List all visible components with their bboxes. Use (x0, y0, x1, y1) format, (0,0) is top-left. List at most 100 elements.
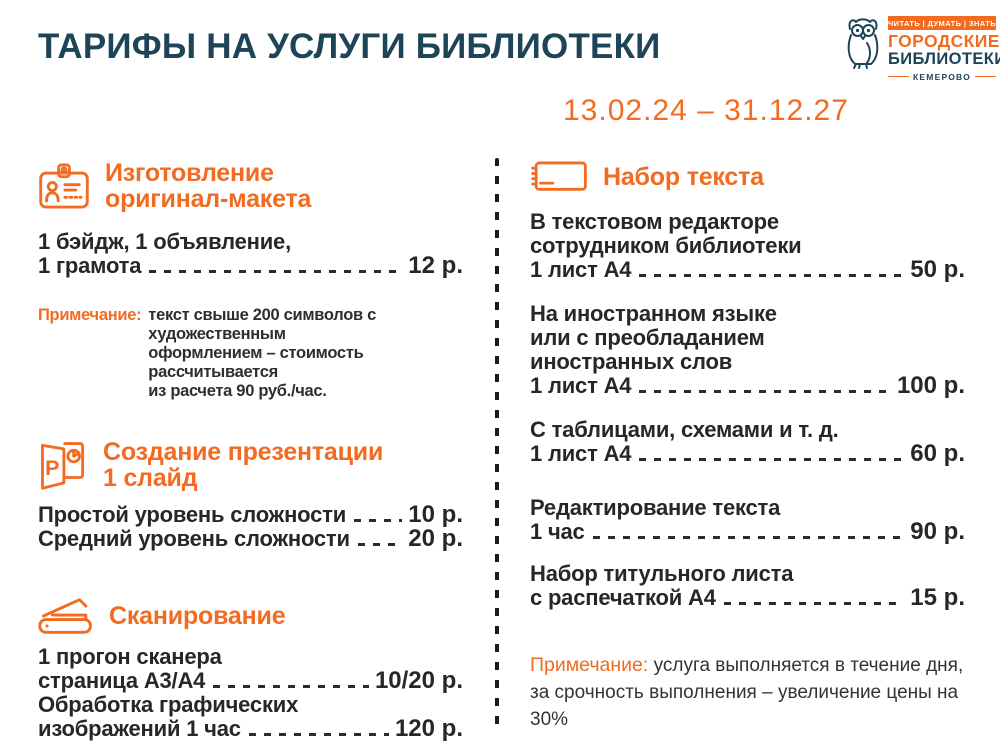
price-row-text: иностранных слов (530, 349, 733, 374)
price-value: 10 р. (408, 501, 463, 528)
price-leader (354, 518, 403, 522)
note-line: оформлением – стоимость рассчитывается (148, 344, 364, 381)
section-presentation-heading: P Создание презентации 1 слайд (38, 437, 463, 493)
price-row: Простой уровень сложности 10 р. (38, 503, 463, 527)
price-row: Средний уровень сложности 20 р. (38, 527, 463, 551)
svg-text:P: P (45, 456, 59, 480)
section-scanning-rows: 1 прогон сканера страница А3/А4 10/20 р.… (38, 645, 463, 741)
price-label: Простой уровень сложности (38, 502, 347, 527)
price-value: 10/20 р. (374, 667, 463, 694)
price-list: Изготовление оригинал-макета 1 бэйдж, 1 … (38, 160, 965, 741)
price-row: С таблицами, схемами и т. д. 1 лист А4 6… (530, 418, 965, 466)
note-line: текст свыше 200 символов с художественны… (148, 306, 377, 343)
section-presentation-rows: Простой уровень сложности 10 р. Средний … (38, 503, 463, 551)
section-title-line: Набор текста (603, 163, 764, 191)
right-column: Набор текста В текстовом редакторе сотру… (530, 160, 965, 741)
page-title: ТАРИФЫ НА УСЛУГИ БИБЛИОТЕКИ (38, 27, 661, 66)
price-leader (639, 389, 891, 393)
price-row: На иностранном языке или с преобладанием… (530, 302, 965, 398)
logo-city-label: КЕМЕРОВО (913, 71, 971, 82)
section-title-line: оригинал-макета (105, 185, 312, 213)
price-row: В текстовом редакторе сотрудником библио… (530, 210, 965, 282)
price-value: 20 р. (408, 525, 463, 552)
presentation-icon: P (41, 442, 85, 490)
section-title-line: Сканирование (109, 602, 286, 630)
price-leader (213, 684, 369, 688)
price-label: 1 грамота (38, 253, 142, 278)
note-label: Примечание: (530, 654, 649, 676)
price-leader (639, 273, 905, 277)
price-value: 90 р. (910, 518, 965, 545)
scanner-icon (38, 598, 92, 634)
section-typing-heading: Набор текста (530, 160, 965, 194)
section-title: Изготовление оригинал-макета (105, 160, 311, 212)
section-title-line: Изготовление (105, 159, 274, 187)
price-value: 60 р. (910, 440, 965, 467)
library-logo: ЧИТАТЬ | ДУМАТЬ | ЗНАТЬ ГОРОДСКИЕ БИБЛИО… (843, 16, 1000, 82)
section-typing-rows: В текстовом редакторе сотрудником библио… (530, 210, 965, 610)
price-row-text: 1 прогон сканера (38, 644, 222, 669)
price-row-text: Редактирование текста (530, 495, 781, 520)
price-label: 1 лист А4 (530, 441, 632, 466)
logo-city: КЕМЕРОВО (888, 71, 997, 82)
price-row-text: С таблицами, схемами и т. д. (530, 417, 839, 442)
section-title: Создание презентации 1 слайд (103, 439, 383, 491)
left-column: Изготовление оригинал-макета 1 бэйдж, 1 … (38, 160, 463, 741)
price-row-text: В текстовом редакторе (530, 209, 779, 234)
price-row-text: Обработка графических (38, 692, 299, 717)
logo-rule-left (888, 75, 910, 78)
id-badge-icon (39, 163, 89, 209)
price-leader (149, 269, 403, 273)
price-row: Редактирование текста 1 час 90 р. (530, 496, 965, 544)
note-line: за срочность выполнения – увеличение цен… (530, 682, 959, 730)
note-line: из расчета 90 руб./час. (148, 382, 327, 400)
price-label: 1 лист А4 (530, 373, 632, 398)
section-title: Набор текста (603, 164, 764, 190)
note-right: Примечание: услуга выполняется в течение… (530, 652, 965, 733)
price-row: Обработка графических изображений 1 час … (38, 693, 463, 741)
price-row-text: или с преобладанием (530, 325, 765, 350)
note-line-text: услуга выполняется в течение дня, (653, 655, 964, 676)
price-row-text: 1 бэйдж, 1 объявление, (38, 229, 291, 254)
price-row-text: сотрудником библиотеки (530, 233, 802, 258)
price-leader (248, 732, 389, 736)
logo-tagline: ЧИТАТЬ | ДУМАТЬ | ЗНАТЬ (888, 16, 996, 30)
price-row: 1 бэйдж, 1 объявление, 1 грамота 12 р. (38, 230, 463, 278)
keyboard-icon (531, 161, 587, 191)
note-label: Примечание: (38, 306, 142, 324)
price-leader (357, 542, 403, 546)
logo-name-line1: ГОРОДСКИЕ (888, 31, 1000, 51)
section-title: Сканирование (109, 602, 286, 630)
price-row-text: На иностранном языке (530, 301, 777, 326)
price-row: Набор титульного листа с распечаткой А4 … (530, 562, 965, 610)
section-title-line: Создание презентации (103, 438, 384, 466)
note-line: Примечание: услуга выполняется в течение… (530, 652, 965, 679)
logo-rule-right (974, 75, 997, 78)
price-value: 15 р. (910, 584, 965, 611)
price-label: изображений 1 час (38, 716, 241, 741)
price-label: 1 час (530, 519, 585, 544)
price-row-text: Набор титульного листа (530, 561, 794, 586)
column-divider (495, 158, 499, 725)
price-leader (639, 457, 905, 461)
section-scanning-heading: Сканирование (38, 595, 463, 637)
price-label: с распечаткой А4 (530, 585, 716, 610)
price-label: страница А3/А4 (38, 668, 206, 693)
section-making-layout-rows: 1 бэйдж, 1 объявление, 1 грамота 12 р. (38, 230, 463, 278)
logo-name-line2: БИБЛИОТЕКИ (888, 49, 1000, 68)
price-value: 12 р. (408, 252, 463, 279)
price-value: 50 р. (910, 256, 965, 283)
section-making-layout-heading: Изготовление оригинал-макета (38, 160, 463, 212)
note-left: Примечание: текст свыше 200 символов с х… (38, 306, 463, 401)
price-leader (592, 535, 905, 539)
price-label: Средний уровень сложности (38, 526, 350, 551)
price-row: 1 прогон сканера страница А3/А4 10/20 р. (38, 645, 463, 693)
price-leader (723, 601, 905, 605)
note-text: текст свыше 200 символов с художественны… (148, 306, 463, 401)
validity-dates: 13.02.24 – 31.12.27 (563, 94, 849, 127)
price-value: 100 р. (896, 372, 965, 399)
section-title-line: 1 слайд (103, 464, 198, 492)
price-value: 120 р. (394, 715, 463, 742)
price-label: 1 лист А4 (530, 257, 632, 282)
owl-icon (847, 18, 879, 69)
